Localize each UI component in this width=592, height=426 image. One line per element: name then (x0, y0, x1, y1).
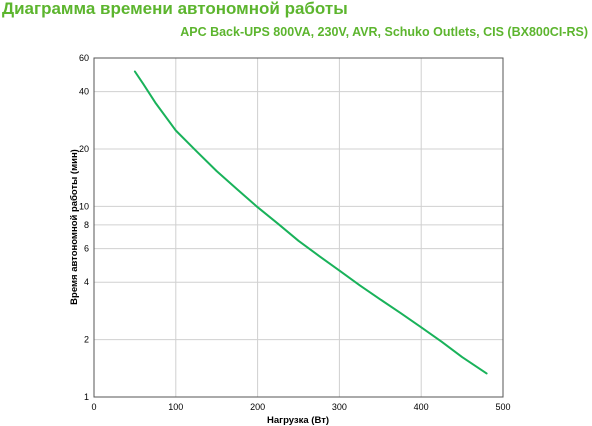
y-tick-label: 10 (79, 201, 89, 211)
y-tick-label: 8 (84, 220, 89, 230)
x-tick-label: 0 (91, 402, 96, 412)
grid-lines (94, 58, 503, 397)
y-axis-label: Время автономной работы (мин) (69, 149, 80, 305)
x-tick-label: 300 (332, 402, 347, 412)
y-tick-label: 60 (79, 53, 89, 63)
chart-title: Диаграмма времени автономной работы (2, 0, 348, 18)
y-axis-ticks: 1 2 4 6 8 10 20 40 60 (79, 53, 89, 402)
plot-frame (93, 57, 504, 398)
runtime-series-line (133, 70, 488, 375)
y-tick-label: 40 (79, 87, 89, 97)
chart-subtitle: APC Back-UPS 800VA, 230V, AVR, Schuko Ou… (180, 25, 588, 39)
x-axis-ticks: 0 100 200 300 400 500 (91, 402, 510, 412)
x-tick-label: 100 (168, 402, 183, 412)
x-tick-label: 400 (414, 402, 429, 412)
y-tick-label: 4 (84, 277, 89, 287)
x-tick-label: 200 (250, 402, 265, 412)
y-tick-label: 20 (79, 144, 89, 154)
x-tick-label: 500 (495, 402, 510, 412)
x-axis-label: Нагрузка (Вт) (267, 415, 329, 426)
y-tick-label: 1 (84, 392, 89, 402)
y-tick-label: 2 (84, 335, 89, 345)
y-tick-label: 6 (84, 244, 89, 254)
